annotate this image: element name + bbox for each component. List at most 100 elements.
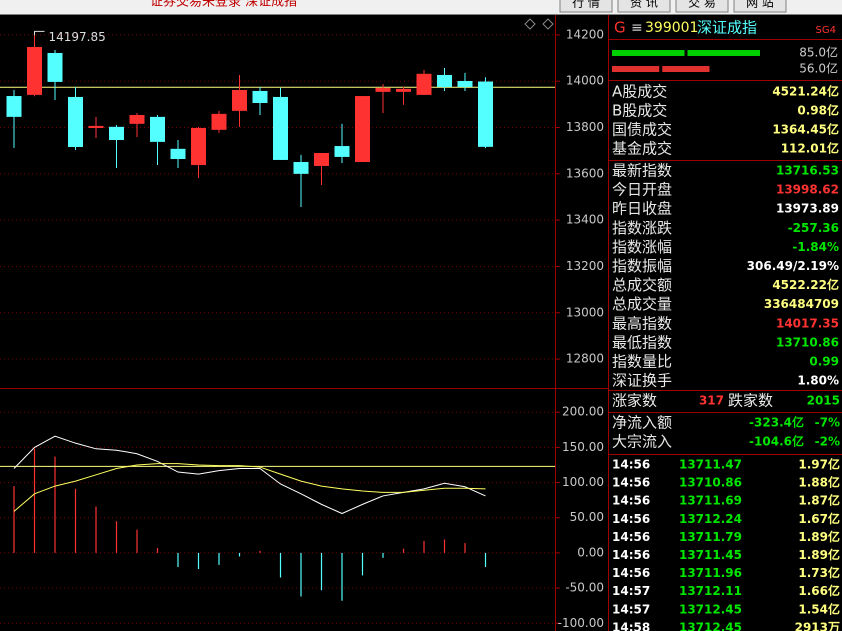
candle-body xyxy=(375,87,391,92)
row-value: 0.99 xyxy=(809,355,839,369)
row-value: 336484709 xyxy=(764,297,839,311)
candle-body xyxy=(129,115,145,124)
candle-body xyxy=(170,148,186,160)
flow-pct: -7% xyxy=(815,416,840,430)
y-tick-label: -100.00 xyxy=(558,616,604,630)
menu-button[interactable] xyxy=(675,0,729,13)
row-label: B股成交 xyxy=(612,102,667,120)
row-value: 13973.89 xyxy=(776,202,839,216)
tick-volume: 1.88亿 xyxy=(798,475,840,490)
row-value: -1.84% xyxy=(792,240,839,254)
flag: G xyxy=(614,19,626,37)
y-tick-label: -50.00 xyxy=(565,581,604,595)
flow-label: 大宗流入 xyxy=(612,433,672,451)
tick-price: 13711.96 xyxy=(679,566,742,580)
row-value: 306.49/2.19% xyxy=(747,259,839,273)
candle-body xyxy=(232,90,247,111)
tick-price: 13711.45 xyxy=(679,548,742,562)
tick-volume: 1.54亿 xyxy=(798,601,840,616)
flow-value: -323.4亿 xyxy=(749,415,804,430)
down-label: 跌家数 xyxy=(728,392,773,410)
y-tick-label: 0.00 xyxy=(577,545,604,559)
candle-body xyxy=(457,80,473,88)
tick-price: 13711.69 xyxy=(679,494,742,508)
row-label: A股成交 xyxy=(612,83,667,101)
candle-body xyxy=(273,96,288,160)
flow-value: -104.6亿 xyxy=(749,434,804,449)
tick-time: 14:56 xyxy=(612,548,650,562)
menu-button-label: 资 讯 xyxy=(630,0,658,10)
candle-body xyxy=(293,162,309,174)
y-tick-label: 13000 xyxy=(566,305,604,319)
candle-body xyxy=(6,96,22,117)
row-value: 14017.35 xyxy=(776,316,839,330)
tick-time: 14:56 xyxy=(612,458,650,472)
row-label: 国债成交 xyxy=(612,121,672,139)
tick-volume: 1.66亿 xyxy=(798,583,840,598)
high-label: 14197.85 xyxy=(49,30,106,44)
row-value: 4521.24亿 xyxy=(772,84,839,99)
y-tick-label: 13200 xyxy=(566,259,604,273)
tick-time: 14:56 xyxy=(612,494,650,508)
sell-label: 56.0亿 xyxy=(799,61,838,76)
candle-body xyxy=(252,90,268,103)
menu-icon[interactable]: ≡ xyxy=(631,20,643,36)
tick-price: 13710.86 xyxy=(679,476,742,490)
tick-volume: 1.89亿 xyxy=(798,547,840,562)
menu-button[interactable] xyxy=(559,0,613,13)
up-count: 317 xyxy=(699,394,724,408)
y-tick-label: 13800 xyxy=(566,120,604,134)
candle-body xyxy=(27,46,42,95)
row-value: 13710.86 xyxy=(776,335,839,349)
candle-body xyxy=(47,52,63,82)
row-value: 1364.45亿 xyxy=(772,122,839,137)
menu-button[interactable] xyxy=(617,0,671,13)
tick-volume: 1.89亿 xyxy=(798,529,840,544)
row-value: 1.80% xyxy=(797,374,839,388)
candle-body xyxy=(416,73,432,95)
y-tick-label: 200.00 xyxy=(562,405,604,419)
candle-body xyxy=(68,96,83,147)
tick-time: 14:58 xyxy=(612,620,650,631)
y-tick-label: 12800 xyxy=(566,352,604,366)
candle-body xyxy=(150,116,165,142)
tick-price: 13711.79 xyxy=(679,530,742,544)
candle-body xyxy=(88,125,104,128)
y-tick-label: 13600 xyxy=(566,166,604,180)
row-label: 最高指数 xyxy=(612,314,672,332)
y-tick-label: 150.00 xyxy=(562,440,604,454)
menu-button[interactable] xyxy=(733,0,787,13)
tick-price: 13712.45 xyxy=(679,602,742,616)
row-value: 13716.53 xyxy=(776,164,839,178)
row-value: 112.01亿 xyxy=(781,141,839,156)
tick-volume: 1.67亿 xyxy=(798,511,840,526)
tick-price: 13712.11 xyxy=(679,584,742,598)
down-count: 2015 xyxy=(807,394,840,408)
tick-time: 14:56 xyxy=(612,530,650,544)
candle-body xyxy=(191,127,206,166)
row-label: 指数振幅 xyxy=(612,257,672,275)
tick-time: 14:56 xyxy=(612,512,650,526)
flow-pct: -2% xyxy=(815,435,840,449)
high-marker xyxy=(34,30,45,36)
tick-volume: 1.97亿 xyxy=(798,457,840,472)
menu-button-label: 交 易 xyxy=(688,0,716,10)
flow-label: 净流入额 xyxy=(612,414,672,432)
candle-body xyxy=(334,146,350,157)
tick-price: 13712.45 xyxy=(679,620,742,631)
row-label: 昨日收盘 xyxy=(612,200,672,218)
y-tick-label: 100.00 xyxy=(562,475,604,489)
code: 399001 xyxy=(645,20,698,36)
row-label: 最低指数 xyxy=(612,333,672,351)
tick-time: 14:56 xyxy=(612,476,650,490)
tick-price: 13711.47 xyxy=(679,458,742,472)
row-value: -257.36 xyxy=(788,221,839,235)
tick-time: 14:56 xyxy=(612,566,650,580)
candle-body xyxy=(355,96,370,163)
row-value: 13998.62 xyxy=(776,183,839,197)
row-label: 深证换手 xyxy=(612,372,672,390)
candle-body xyxy=(478,81,493,147)
tick-volume: 2913万 xyxy=(795,620,840,631)
